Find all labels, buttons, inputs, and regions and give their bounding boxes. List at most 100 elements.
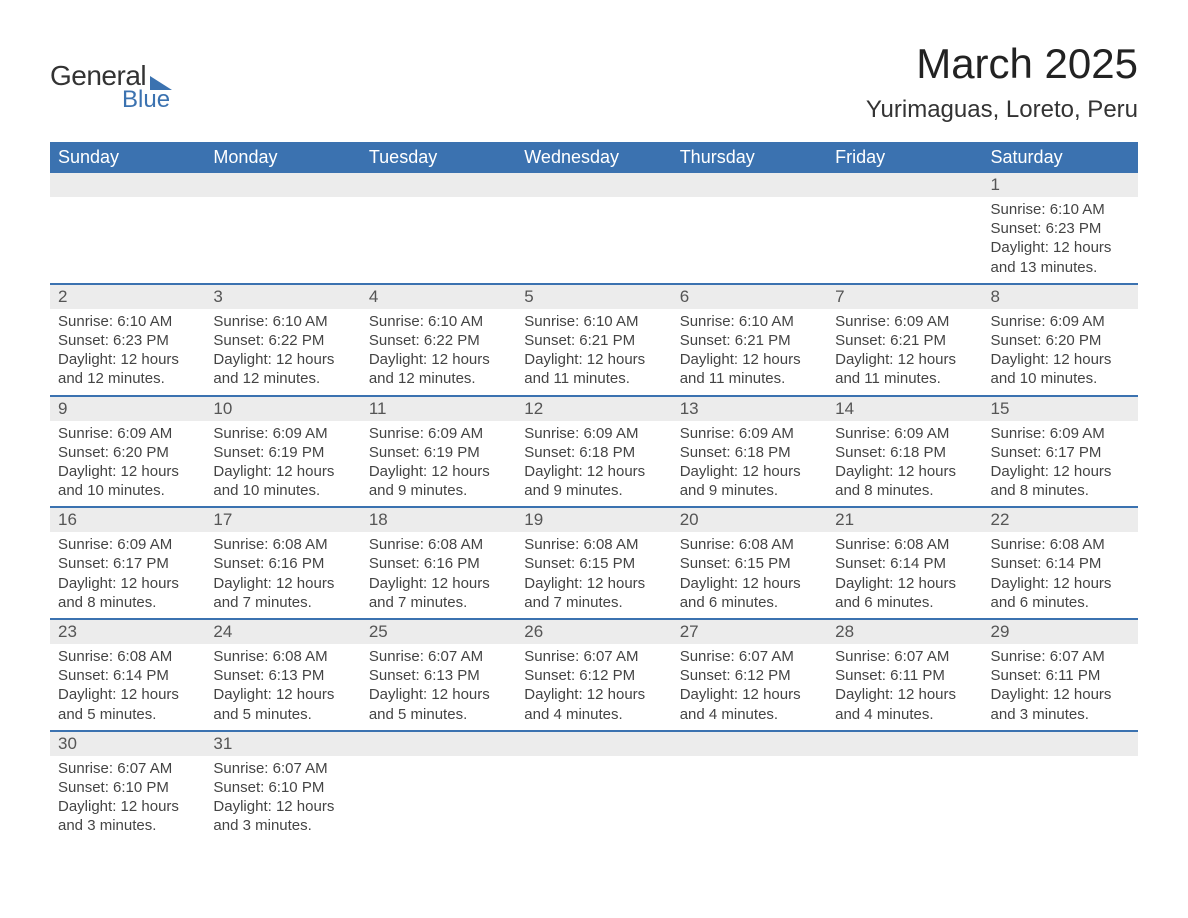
calendar-body: 1 Sunrise: 6:10 AMSunset: 6:23 PMDayligh… [50, 173, 1138, 842]
day-content-row: Sunrise: 6:07 AMSunset: 6:10 PMDaylight:… [50, 756, 1138, 842]
day-content-cell [672, 197, 827, 284]
day-content-row: Sunrise: 6:09 AMSunset: 6:20 PMDaylight:… [50, 421, 1138, 508]
title-block: March 2025 Yurimaguas, Loreto, Peru [866, 40, 1138, 124]
logo-text-blue: Blue [122, 86, 172, 114]
day-number-cell: 10 [205, 396, 360, 421]
day-content-cell: Sunrise: 6:07 AMSunset: 6:12 PMDaylight:… [516, 644, 671, 731]
day-number-cell: 2 [50, 284, 205, 309]
day-number-cell [516, 173, 671, 197]
day-content-cell: Sunrise: 6:08 AMSunset: 6:13 PMDaylight:… [205, 644, 360, 731]
day-number-cell: 22 [983, 507, 1138, 532]
day-number-cell: 27 [672, 619, 827, 644]
day-number-cell [516, 731, 671, 756]
day-content-cell [50, 197, 205, 284]
location-subtitle: Yurimaguas, Loreto, Peru [866, 96, 1138, 124]
day-number-row: 1 [50, 173, 1138, 197]
day-number-cell: 4 [361, 284, 516, 309]
day-number-cell [827, 731, 982, 756]
day-number-row: 23242526272829 [50, 619, 1138, 644]
day-number-cell: 30 [50, 731, 205, 756]
day-content-cell: Sunrise: 6:10 AMSunset: 6:21 PMDaylight:… [672, 309, 827, 396]
day-content-cell: Sunrise: 6:07 AMSunset: 6:11 PMDaylight:… [827, 644, 982, 731]
day-content-cell: Sunrise: 6:09 AMSunset: 6:18 PMDaylight:… [516, 421, 671, 508]
day-number-cell: 11 [361, 396, 516, 421]
day-content-cell: Sunrise: 6:09 AMSunset: 6:20 PMDaylight:… [50, 421, 205, 508]
day-number-cell: 3 [205, 284, 360, 309]
day-content-cell: Sunrise: 6:07 AMSunset: 6:10 PMDaylight:… [205, 756, 360, 842]
day-content-cell: Sunrise: 6:07 AMSunset: 6:12 PMDaylight:… [672, 644, 827, 731]
day-content-cell: Sunrise: 6:10 AMSunset: 6:22 PMDaylight:… [361, 309, 516, 396]
day-content-cell [827, 197, 982, 284]
day-number-row: 16171819202122 [50, 507, 1138, 532]
day-content-cell: Sunrise: 6:09 AMSunset: 6:18 PMDaylight:… [827, 421, 982, 508]
day-number-cell: 6 [672, 284, 827, 309]
weekday-header: Thursday [672, 142, 827, 173]
day-number-cell [50, 173, 205, 197]
weekday-header: Saturday [983, 142, 1138, 173]
day-number-cell: 13 [672, 396, 827, 421]
month-title: March 2025 [866, 40, 1138, 88]
day-number-cell: 18 [361, 507, 516, 532]
day-number-cell: 21 [827, 507, 982, 532]
day-content-cell [672, 756, 827, 842]
day-number-cell: 29 [983, 619, 1138, 644]
day-content-cell [361, 197, 516, 284]
day-content-cell: Sunrise: 6:07 AMSunset: 6:10 PMDaylight:… [50, 756, 205, 842]
day-number-cell: 7 [827, 284, 982, 309]
day-content-cell [983, 756, 1138, 842]
day-number-cell [361, 173, 516, 197]
day-content-cell: Sunrise: 6:08 AMSunset: 6:15 PMDaylight:… [516, 532, 671, 619]
day-content-cell: Sunrise: 6:08 AMSunset: 6:16 PMDaylight:… [361, 532, 516, 619]
day-content-cell: Sunrise: 6:08 AMSunset: 6:14 PMDaylight:… [827, 532, 982, 619]
day-content-cell [361, 756, 516, 842]
day-number-cell: 8 [983, 284, 1138, 309]
calendar-table: Sunday Monday Tuesday Wednesday Thursday… [50, 142, 1138, 842]
day-content-cell [516, 197, 671, 284]
day-number-row: 2345678 [50, 284, 1138, 309]
day-content-cell: Sunrise: 6:10 AMSunset: 6:21 PMDaylight:… [516, 309, 671, 396]
weekday-header-row: Sunday Monday Tuesday Wednesday Thursday… [50, 142, 1138, 173]
day-number-cell [827, 173, 982, 197]
day-content-cell: Sunrise: 6:09 AMSunset: 6:17 PMDaylight:… [983, 421, 1138, 508]
day-content-cell: Sunrise: 6:08 AMSunset: 6:14 PMDaylight:… [50, 644, 205, 731]
day-content-cell: Sunrise: 6:07 AMSunset: 6:11 PMDaylight:… [983, 644, 1138, 731]
day-content-cell [205, 197, 360, 284]
day-number-cell: 19 [516, 507, 671, 532]
day-content-cell: Sunrise: 6:10 AMSunset: 6:22 PMDaylight:… [205, 309, 360, 396]
day-content-cell: Sunrise: 6:09 AMSunset: 6:19 PMDaylight:… [361, 421, 516, 508]
page-header: General Blue March 2025 Yurimaguas, Lore… [50, 40, 1138, 124]
day-content-cell [516, 756, 671, 842]
day-content-cell: Sunrise: 6:09 AMSunset: 6:19 PMDaylight:… [205, 421, 360, 508]
weekday-header: Friday [827, 142, 982, 173]
day-number-cell: 16 [50, 507, 205, 532]
day-number-cell: 31 [205, 731, 360, 756]
day-number-cell: 26 [516, 619, 671, 644]
day-number-cell: 9 [50, 396, 205, 421]
day-number-cell: 24 [205, 619, 360, 644]
day-number-cell: 1 [983, 173, 1138, 197]
day-number-cell: 5 [516, 284, 671, 309]
day-content-cell: Sunrise: 6:08 AMSunset: 6:16 PMDaylight:… [205, 532, 360, 619]
weekday-header: Monday [205, 142, 360, 173]
day-content-row: Sunrise: 6:10 AMSunset: 6:23 PMDaylight:… [50, 197, 1138, 284]
day-content-cell: Sunrise: 6:07 AMSunset: 6:13 PMDaylight:… [361, 644, 516, 731]
day-number-row: 9101112131415 [50, 396, 1138, 421]
day-content-row: Sunrise: 6:10 AMSunset: 6:23 PMDaylight:… [50, 309, 1138, 396]
day-number-cell: 28 [827, 619, 982, 644]
day-number-cell: 23 [50, 619, 205, 644]
logo: General Blue [50, 60, 172, 114]
day-number-cell: 12 [516, 396, 671, 421]
day-content-cell: Sunrise: 6:10 AMSunset: 6:23 PMDaylight:… [50, 309, 205, 396]
day-content-row: Sunrise: 6:08 AMSunset: 6:14 PMDaylight:… [50, 644, 1138, 731]
day-content-cell: Sunrise: 6:09 AMSunset: 6:17 PMDaylight:… [50, 532, 205, 619]
day-number-cell: 17 [205, 507, 360, 532]
day-number-row: 3031 [50, 731, 1138, 756]
weekday-header: Sunday [50, 142, 205, 173]
day-content-cell: Sunrise: 6:09 AMSunset: 6:18 PMDaylight:… [672, 421, 827, 508]
day-content-cell: Sunrise: 6:09 AMSunset: 6:21 PMDaylight:… [827, 309, 982, 396]
day-number-cell [672, 731, 827, 756]
weekday-header: Tuesday [361, 142, 516, 173]
day-number-cell: 15 [983, 396, 1138, 421]
day-number-cell: 20 [672, 507, 827, 532]
day-content-cell: Sunrise: 6:10 AMSunset: 6:23 PMDaylight:… [983, 197, 1138, 284]
